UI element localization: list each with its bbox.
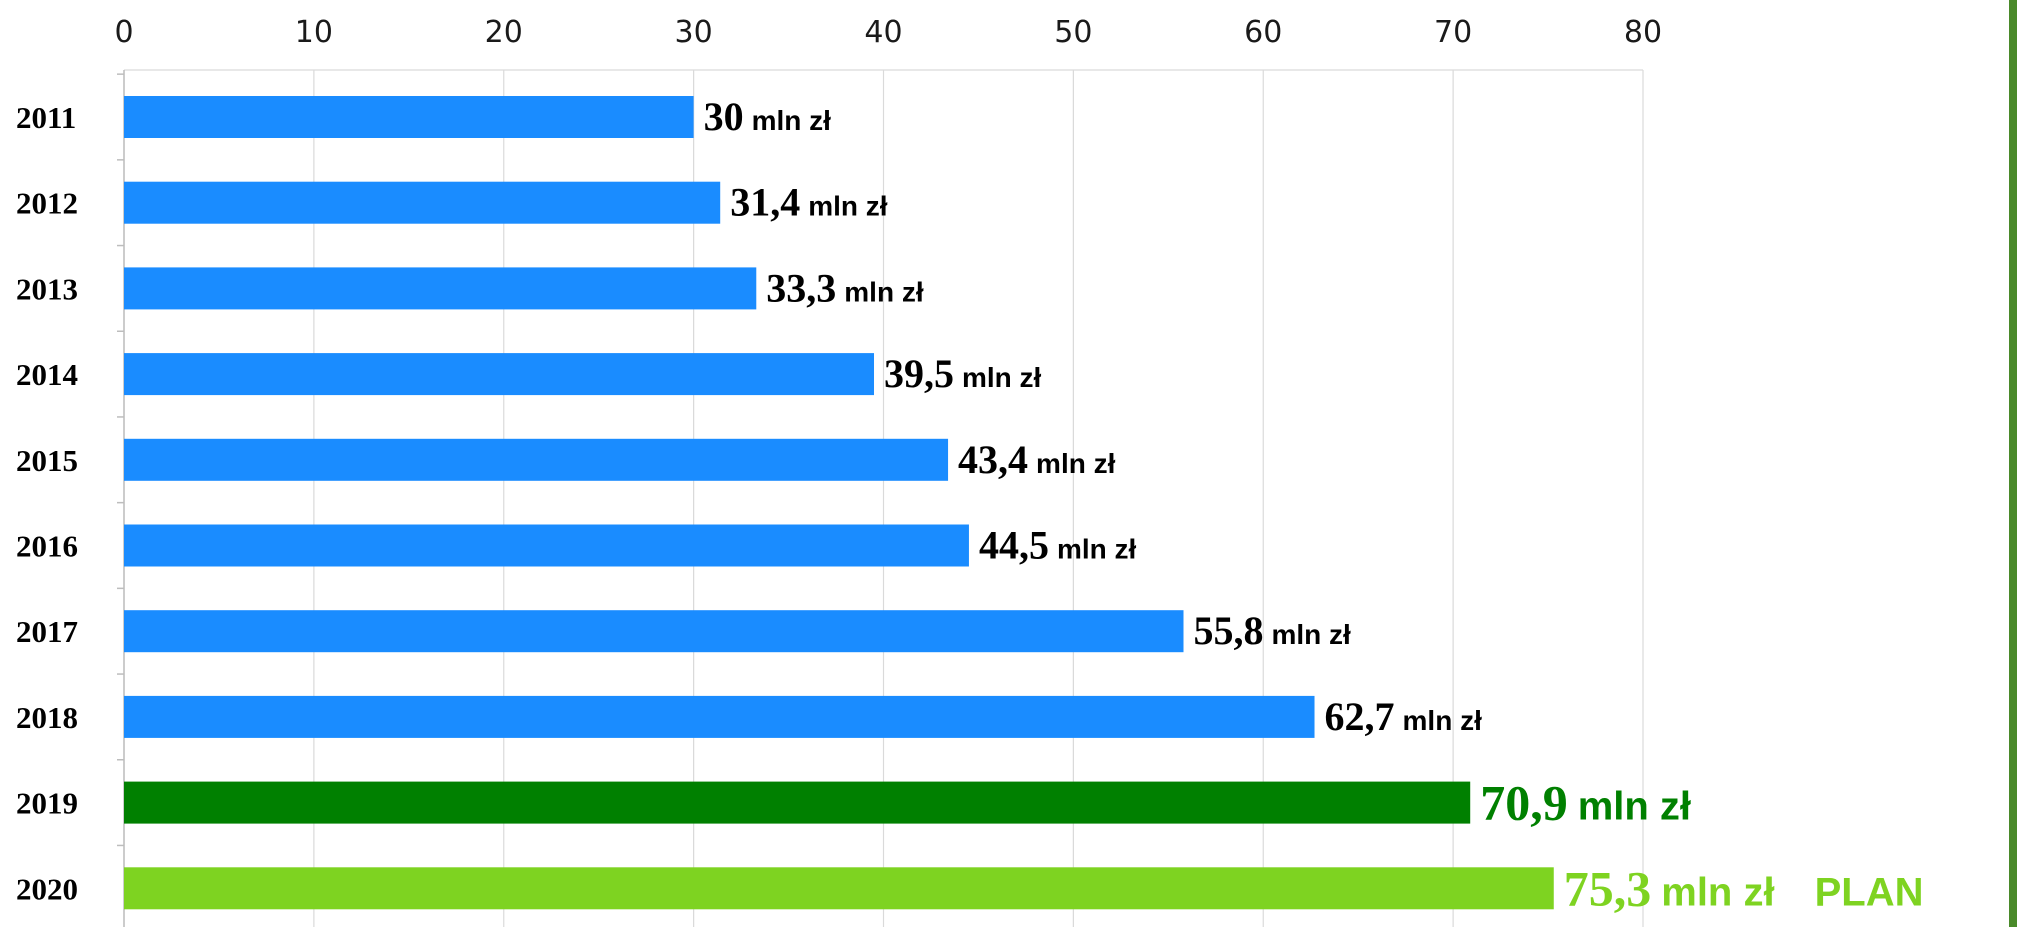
x-tick-label: 30 bbox=[675, 15, 713, 50]
x-tick-label: 60 bbox=[1244, 15, 1282, 50]
value-label: 30 mln zł bbox=[704, 94, 832, 139]
value-unit: mln zł bbox=[1057, 534, 1137, 565]
value-number: 31,4 bbox=[730, 180, 800, 225]
frame-edge bbox=[2009, 0, 2017, 927]
category-label: 2016 bbox=[16, 529, 78, 564]
bar bbox=[124, 524, 969, 567]
bar bbox=[124, 353, 875, 396]
x-tick-label: 0 bbox=[114, 15, 133, 50]
value-number: 30 bbox=[704, 94, 744, 139]
bar bbox=[124, 438, 949, 481]
bar bbox=[124, 96, 694, 138]
category-label: 2014 bbox=[16, 357, 78, 392]
value-number: 62,7 bbox=[1325, 694, 1395, 739]
bar bbox=[124, 181, 721, 224]
plan-label: PLAN bbox=[1815, 870, 1924, 914]
value-label: 55,8 mln zł bbox=[1194, 608, 1352, 653]
category-label: 2018 bbox=[16, 700, 78, 735]
value-unit: mln zł bbox=[1272, 619, 1352, 650]
x-tick-label: 80 bbox=[1624, 15, 1662, 50]
category-label: 2020 bbox=[16, 871, 78, 906]
value-unit: mln zł bbox=[808, 191, 888, 222]
value-label: 62,7 mln zł bbox=[1325, 694, 1483, 739]
category-label: 2015 bbox=[16, 443, 78, 478]
category-label: 2013 bbox=[16, 271, 78, 306]
value-unit: mln zł bbox=[844, 276, 924, 307]
value-unit: mln zł bbox=[1036, 448, 1116, 479]
value-label: 39,5 mln zł bbox=[884, 351, 1042, 396]
value-number: 39,5 bbox=[884, 351, 954, 396]
value-label: 33,3 mln zł bbox=[766, 265, 924, 310]
value-unit: mln zł bbox=[962, 362, 1042, 393]
value-number: 55,8 bbox=[1194, 608, 1264, 653]
value-unit: mln zł bbox=[1661, 870, 1774, 914]
x-tick-label: 10 bbox=[295, 15, 333, 50]
value-number: 43,4 bbox=[958, 437, 1028, 482]
value-unit: mln zł bbox=[1403, 705, 1483, 736]
category-label: 2019 bbox=[16, 786, 78, 821]
bar bbox=[124, 781, 1471, 824]
x-tick-label: 40 bbox=[864, 15, 902, 50]
category-label: 2011 bbox=[16, 100, 76, 135]
bar bbox=[124, 267, 757, 310]
value-unit: mln zł bbox=[1578, 785, 1691, 829]
x-tick-label: 20 bbox=[485, 15, 523, 50]
bar bbox=[124, 695, 1315, 738]
x-tick-label: 50 bbox=[1054, 15, 1092, 50]
value-label: 75,3 mln zł PLAN bbox=[1564, 860, 1924, 916]
x-tick-label: 70 bbox=[1434, 15, 1472, 50]
bar bbox=[124, 610, 1184, 653]
value-label: 43,4 mln zł bbox=[958, 437, 1116, 482]
value-number: 44,5 bbox=[979, 523, 1049, 568]
value-unit: mln zł bbox=[752, 105, 832, 136]
value-number: 33,3 bbox=[766, 265, 836, 310]
bar bbox=[124, 867, 1554, 910]
category-label: 2017 bbox=[16, 614, 78, 649]
value-label: 70,9 mln zł bbox=[1480, 775, 1691, 831]
category-label: 2012 bbox=[16, 186, 78, 221]
value-label: 31,4 mln zł bbox=[730, 180, 888, 225]
value-number: 70,9 bbox=[1480, 775, 1568, 831]
value-number: 75,3 bbox=[1564, 860, 1652, 916]
value-label: 44,5 mln zł bbox=[979, 523, 1137, 568]
